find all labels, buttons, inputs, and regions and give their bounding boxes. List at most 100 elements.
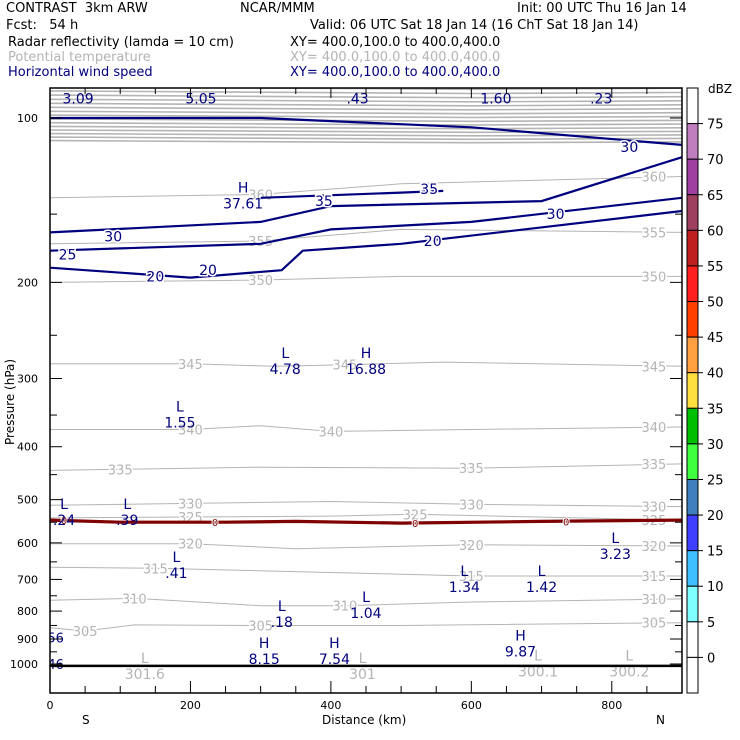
y-tick-label: 100 [17,112,38,125]
wind-contour-label: 30 [620,140,638,156]
theta-contour-stratosphere [50,114,682,119]
x-axis-label: Distance (km) [322,713,406,727]
theta-contour-label: 320 [641,540,666,555]
theta-contour-label: 350 [641,270,666,285]
colorbar-label: 0 [707,651,715,666]
theta-contour-stratosphere [50,136,682,141]
theta-contour-label: 335 [641,458,666,473]
x-tick-label: 400 [320,699,341,712]
extremum-type: L [60,497,68,513]
colorbar-label: 10 [707,580,724,595]
colorbar-label: 5 [707,616,715,631]
extremum-high: H37.61 [223,181,263,213]
theta-contour-label: 305 [248,619,273,634]
theta-contour-label: 355 [248,235,273,250]
theta-contour-label: 355 [641,226,666,241]
theta-contour-label: 310 [122,592,147,607]
theta-contour-stratosphere [50,102,682,107]
theta-contour-315 [50,566,682,577]
center-title: NCAR/MMM [240,1,315,16]
theta-contour-label: 305 [73,625,98,640]
extremum-value: 301 [349,667,376,683]
extremum-type: L [538,564,546,580]
reflectivity-contour-0 [50,518,682,525]
theta-contour-label: 345 [178,358,203,373]
theta-contour-label: 330 [178,497,203,512]
theta-contour-stratosphere [50,121,682,126]
extremum-value: 301.6 [125,667,165,683]
colorbar-swatch [686,656,699,694]
y-axis-label: Pressure (hPa) [3,359,17,445]
colorbar-label: 65 [707,189,724,204]
extremum-value: 300.2 [609,664,649,680]
extremum-value: .24 [53,513,75,529]
wind-contour-label: 35 [315,194,333,210]
wind-contour-label: 20 [146,269,164,285]
reflectivity-zero-label: 0 [61,516,67,527]
extremum-low: L1.42 [526,564,557,596]
theta-contour-label: 350 [248,274,273,289]
theta-contour-stratosphere [50,110,682,115]
extremum-value: 16.88 [346,362,386,378]
extremum-low: L1.04 [350,590,381,622]
wind-contour-label: 25 [59,248,77,264]
extremum-value: 300.1 [518,664,558,680]
extremum-type: L [362,590,370,606]
extremum-value: 9.87 [505,644,536,660]
theta-contour-label: 305 [641,617,666,632]
colorbar: 0 5 10 15 20 25 30 35 40 45 50 55 60 65 70 75 [686,87,724,694]
theta-contour-stratosphere [50,94,682,99]
extremum-type: H [361,346,372,362]
reflectivity-contours: 0 0 0 0 [50,515,682,531]
theta-contour-stratosphere [50,106,682,111]
extremum-value: 1.60 [480,92,511,108]
colorbar-swatch [686,478,699,516]
reflectivity-zero-label: 0 [412,519,418,530]
extremum-high: H9.87 [505,628,536,660]
colorbar-label: 45 [707,331,724,346]
theta-contour-label: 315 [143,562,168,577]
theta-contour-label: 360 [248,188,273,203]
wind-contour-label: 35 [420,182,438,198]
field-xy-wind: XY= 400.0,100.0 to 400.0,400.0 [290,65,501,80]
extremum-type: L [611,531,619,547]
theta-contour-label: 340 [318,425,343,440]
theta-contour-360 [50,176,682,199]
colorbar-label: 75 [707,118,724,133]
axes: 0 200 400 600 800100200300400500600700800900… [10,87,683,712]
y-tick-label: 1000 [10,658,38,671]
extremum-value: 1.42 [526,580,557,596]
reflectivity-zero-label: 0 [212,518,218,529]
extremum-high: H8.15 [249,636,280,668]
y-tick-label: 200 [17,276,38,289]
theta-contour-stratosphere [50,132,682,137]
colorbar-label: 15 [707,545,724,560]
extremum-type: L [492,76,500,92]
theta-contour-stratosphere [50,82,682,85]
colorbar-swatch [686,158,699,196]
extremum-value: 1.34 [449,580,480,596]
theta-contour-label: 330 [459,498,484,513]
theta-contour-label: 330 [641,501,666,516]
colorbar-swatch [686,229,699,267]
extremum-type: L [74,76,82,92]
extremum-type: H [515,628,526,644]
theta-contour-330 [50,500,682,508]
extremum-low: L.43 [346,88,368,108]
field-name-wind: Horizontal wind speed [8,65,153,80]
field-xy-reflectivity: XY= 400.0,100.0 to 400.0,400.0 [290,35,501,50]
theta-contour-stratosphere [50,118,682,123]
extremum-type: L [597,76,605,92]
extremum-value: 5.05 [185,92,216,108]
extremum-type: H [238,181,249,197]
extremum-value: .18 [271,615,293,631]
extremum-type: L [625,648,633,664]
theta-contour-label: 315 [459,570,484,585]
y-tick-label: 700 [17,573,38,586]
theta-contour-label: 360 [641,171,666,186]
extremum-type: L [278,599,286,615]
theta-contour-305 [50,622,682,632]
